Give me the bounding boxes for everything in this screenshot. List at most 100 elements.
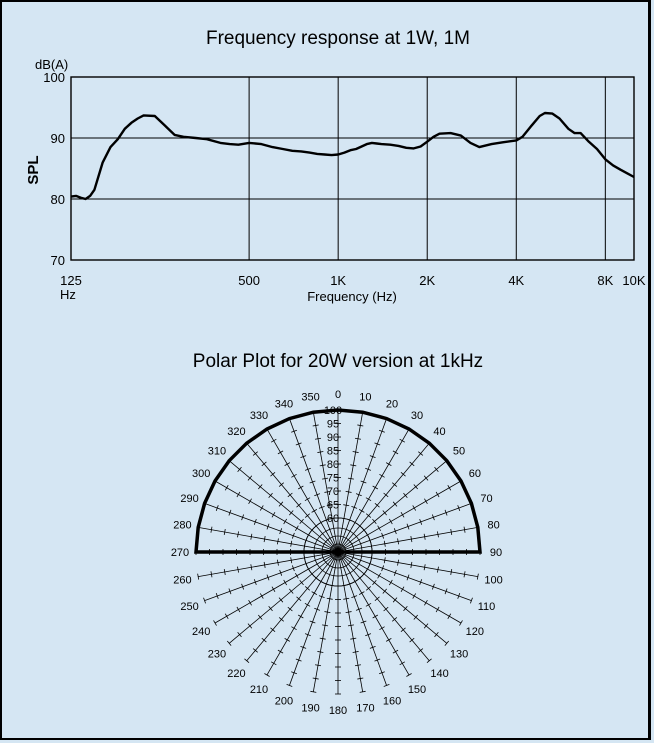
polar-spoke-tick — [360, 620, 367, 624]
polar-spoke-tick — [250, 533, 253, 540]
polar-spoke-tick — [324, 611, 331, 613]
fr-plot-frame — [70, 76, 635, 261]
polar-spoke-tick — [437, 566, 439, 573]
polar-angle-label: 330 — [250, 410, 268, 422]
polar-spoke-tick — [365, 586, 372, 591]
polar-spoke — [337, 551, 364, 692]
polar-spoke-tick — [236, 606, 241, 613]
polar-spoke-tick — [392, 450, 399, 455]
fr-y-tick-label: 70 — [51, 253, 65, 268]
polar-angle-label: 250 — [180, 601, 198, 613]
polar-spoke-tick — [409, 461, 415, 467]
polar-spoke-tick — [297, 485, 304, 490]
polar-spoke-tick — [374, 658, 381, 662]
polar-spoke-tick — [252, 451, 258, 456]
polar-spoke-tick — [318, 595, 325, 599]
polar-spoke-tick — [226, 640, 232, 646]
polar-spoke-tick — [358, 509, 365, 513]
polar-spoke-tick — [368, 537, 372, 544]
polar-spoke-tick — [392, 482, 398, 487]
polar-spoke-tick — [399, 438, 406, 443]
polar-spoke-tick — [223, 529, 226, 536]
polar-spoke-tick — [392, 597, 398, 603]
polar-spoke-tick — [352, 651, 359, 653]
polar-spoke — [266, 428, 339, 553]
polar-spoke-tick — [287, 606, 293, 612]
polar-spoke-tick — [326, 597, 333, 600]
polar-title: Polar Plot for 20W version at 1kHz — [193, 351, 483, 372]
polar-spoke-tick — [406, 523, 410, 530]
polar-spoke-tick — [291, 429, 298, 433]
polar-spoke — [312, 412, 339, 553]
polar-spoke-tick — [291, 532, 295, 539]
polar-spoke-tick — [347, 477, 354, 480]
polar-spoke-tick — [323, 582, 330, 586]
polar-spoke-tick — [295, 658, 302, 662]
polar-spoke-tick — [340, 584, 347, 587]
polar-spoke-tick — [309, 527, 315, 533]
polar-spoke — [228, 551, 339, 644]
polar-spoke-tick — [419, 518, 423, 525]
polar-spoke-tick — [237, 632, 242, 638]
polar-db-label: 70 — [327, 486, 339, 498]
polar-db-label: 80 — [327, 459, 339, 471]
polar-spoke-tick — [372, 485, 379, 490]
polar-spoke-tick — [315, 437, 322, 440]
polar-spoke-tick — [379, 626, 385, 631]
polar-spoke-tick — [215, 505, 219, 512]
polar-spoke-tick — [365, 497, 372, 502]
polar-spoke-tick — [304, 513, 311, 518]
polar-db-label: 85 — [327, 446, 339, 458]
polar-spoke-tick — [365, 532, 370, 538]
polar-spoke-tick — [252, 648, 258, 653]
polar-spoke-tick — [283, 579, 288, 586]
polar-spoke-tick — [351, 505, 358, 509]
polar-spoke — [246, 442, 339, 553]
fr-x-tick-label: 2K — [419, 273, 435, 288]
chart-svg: Frequency response at 1W, 1M dB(A) SPL F… — [25, 28, 646, 717]
polar-spoke — [337, 551, 387, 686]
polar-spoke-tick — [306, 566, 311, 572]
polar-spoke-tick — [215, 592, 219, 599]
polar-spoke-tick — [259, 505, 264, 511]
polar-spoke — [266, 551, 339, 676]
polar-spoke-tick — [388, 579, 393, 586]
polar-spoke-tick — [286, 684, 293, 687]
polar-spoke-tick — [314, 493, 321, 497]
polar-spoke-tick — [266, 523, 270, 530]
polar-spoke-tick — [248, 498, 252, 505]
polar-spoke-tick — [372, 579, 377, 586]
polar-spoke — [204, 551, 339, 601]
polar-spoke-tick — [365, 513, 372, 518]
polar-spoke — [204, 503, 339, 553]
polar-spoke-tick — [419, 579, 423, 586]
polar-spoke-tick — [270, 661, 277, 666]
polar-spoke-tick — [304, 586, 311, 591]
polar-spoke-tick — [457, 505, 461, 512]
polar-db-label: 75 — [327, 473, 339, 485]
polar-spoke-tick — [213, 620, 217, 626]
polar-spoke-tick — [447, 484, 452, 491]
polar-angle-label: 50 — [453, 445, 465, 457]
polar-spoke-tick — [423, 533, 426, 540]
polar-spoke-tick — [383, 684, 390, 687]
polar-spoke-tick — [374, 503, 380, 508]
polar-spoke-tick — [413, 484, 418, 490]
polar-spoke-tick — [379, 473, 385, 478]
polar-spoke — [289, 418, 339, 553]
polar-spoke-tick — [313, 523, 319, 529]
polar-spoke-tick — [296, 503, 302, 508]
polar-spoke-tick — [304, 467, 311, 471]
polar-spoke-tick — [322, 624, 329, 627]
polar-spoke-tick — [365, 633, 372, 637]
fr-y-unit: dB(A) — [35, 57, 68, 72]
polar-spoke — [337, 460, 448, 553]
polar-spoke — [214, 480, 339, 553]
polar-spoke-tick — [400, 472, 406, 477]
polar-spoke-tick — [385, 462, 392, 466]
polar-spoke-tick — [361, 571, 367, 577]
fr-x-tick-label: 1K — [330, 273, 346, 288]
polar-spoke-tick — [378, 671, 385, 675]
